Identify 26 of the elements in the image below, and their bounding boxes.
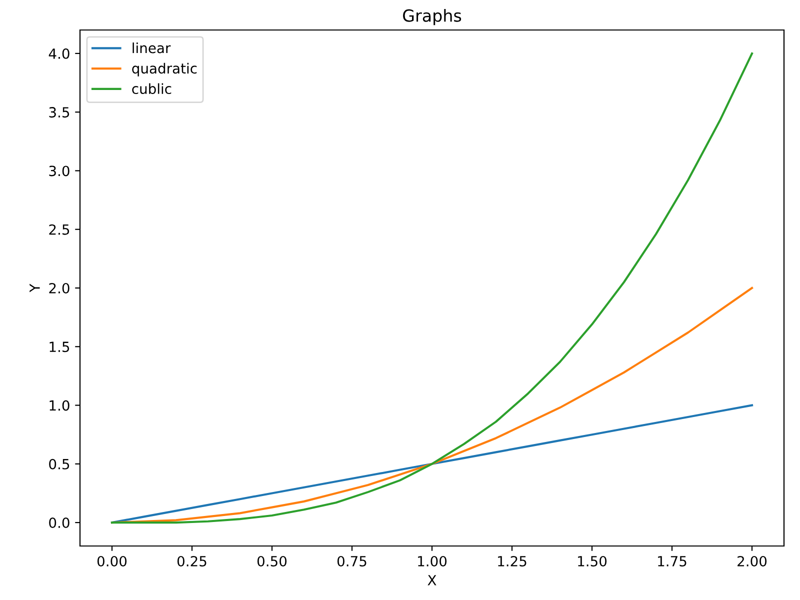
x-tick-label: 1.25	[498, 556, 526, 566]
y-tick-label: 0.0	[49, 518, 70, 528]
x-tick-label: 1.50	[578, 556, 607, 566]
y-tick-label: 2.5	[49, 224, 70, 235]
legend-label: cublic	[132, 83, 172, 94]
legend-label: quadratic	[132, 62, 197, 76]
y-tick-label: 2.0	[49, 282, 70, 294]
line-series	[110, 404, 754, 524]
y-tick-label: 1.5	[50, 342, 70, 352]
y-tick-label: 3.0	[49, 166, 70, 176]
x-tick-label: 1.75	[658, 556, 686, 566]
x-tick-label: 0.75	[337, 556, 366, 566]
y-axis-title: Y	[30, 284, 40, 292]
x-tick-label: 0.25	[177, 556, 206, 566]
y-tick-label: 3.5	[49, 107, 70, 118]
x-tick-label: 1.00	[418, 556, 447, 566]
legend-label: linear	[132, 42, 171, 54]
x-tick-label: 0.00	[97, 556, 127, 566]
line-series	[110, 52, 754, 524]
x-tick-label: 0.50	[257, 556, 287, 566]
chart-title: Graphs	[403, 9, 462, 26]
y-tick-label: 1.0	[50, 400, 70, 411]
x-tick-label: 2.00	[738, 556, 767, 566]
y-tick-label: 4.0	[48, 48, 70, 59]
y-tick-label: 0.5	[49, 458, 70, 470]
x-axis-title: X	[428, 575, 436, 586]
